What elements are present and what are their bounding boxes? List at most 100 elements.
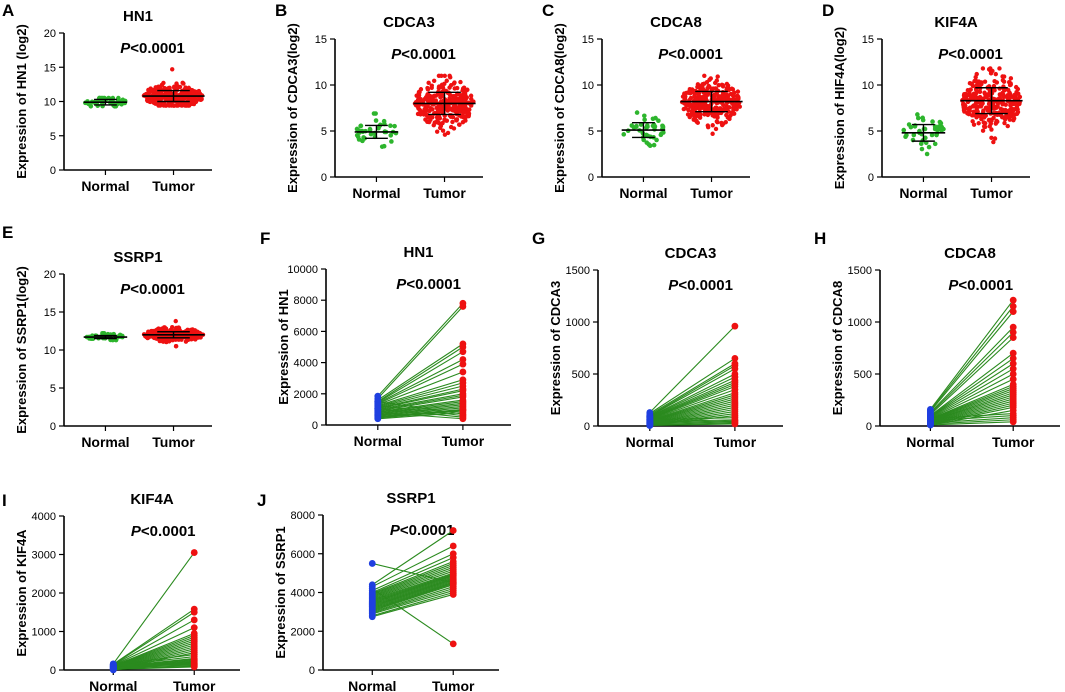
pair-line <box>377 371 464 406</box>
pair-line <box>377 401 463 414</box>
data-point <box>1005 113 1010 119</box>
pair-line <box>649 417 735 421</box>
data-point <box>458 79 463 85</box>
pair-line <box>377 408 463 418</box>
x-tick-label: Normal <box>626 434 674 450</box>
pair-line <box>649 420 735 424</box>
pair-line <box>372 564 454 596</box>
data-point <box>416 89 422 95</box>
x-tick-label: Normal <box>619 185 667 201</box>
data-point <box>932 141 938 147</box>
data-point <box>428 106 433 111</box>
data-point <box>437 109 442 115</box>
data-point <box>713 126 719 132</box>
data-point <box>719 82 725 88</box>
data-point <box>426 80 431 86</box>
pair-line <box>377 379 464 407</box>
panel-letter: B <box>275 1 287 20</box>
tumor-point <box>459 348 467 356</box>
data-point <box>416 104 421 109</box>
data-point <box>731 93 736 98</box>
p-value-label: P<0.0001 <box>396 276 461 293</box>
x-tick-label: Normal <box>906 434 954 450</box>
pair-line <box>649 396 736 422</box>
pair-line <box>649 383 736 420</box>
y-tick-label: 20 <box>44 269 56 281</box>
y-axis-label: Expression of CDCA8 <box>830 281 845 415</box>
data-point <box>697 114 703 119</box>
data-point <box>621 132 627 137</box>
data-point <box>450 119 455 125</box>
pair-line <box>372 588 454 614</box>
data-point <box>196 88 202 94</box>
pair-line <box>930 421 1014 426</box>
chart-title: HN1 <box>403 244 433 261</box>
data-point <box>991 139 996 145</box>
data-point <box>186 85 192 91</box>
data-point <box>700 101 705 106</box>
panel-d: D KIF4A P<0.0001 Expression of HIF4A(log2) 0… <box>822 1 1030 201</box>
pair-line <box>372 553 454 592</box>
p-value-text: <0.0001 <box>948 46 1003 63</box>
data-point <box>388 123 393 129</box>
data-point <box>431 78 437 84</box>
p-value-label: P<0.0001 <box>120 281 185 298</box>
p-value-label: P<0.0001 <box>658 46 723 63</box>
y-tick-label: 15 <box>862 34 874 46</box>
p-value-label: P<0.0001 <box>120 40 185 57</box>
y-tick-label: 0 <box>50 165 56 177</box>
data-point <box>698 96 703 101</box>
y-tick-label: 15 <box>315 34 327 46</box>
data-point <box>186 337 191 342</box>
data-point <box>660 123 665 129</box>
y-tick-label: 10 <box>862 80 874 92</box>
data-point <box>432 120 437 125</box>
data-point <box>937 119 943 125</box>
data-point <box>434 129 440 134</box>
data-point <box>183 85 188 90</box>
panel-letter: F <box>260 229 270 248</box>
panel-letter: G <box>532 229 545 248</box>
pair-line <box>930 400 1014 424</box>
pair-line <box>377 363 464 405</box>
data-point <box>435 117 440 122</box>
data-point <box>158 97 163 102</box>
y-axis-label: Expression of HN1 <box>276 289 291 405</box>
tumor-point <box>459 415 467 423</box>
p-value-label: P<0.0001 <box>938 46 1003 63</box>
y-tick-label: 5 <box>868 126 874 138</box>
pair-line <box>372 566 454 597</box>
data-point <box>993 71 998 77</box>
data-point <box>460 119 466 125</box>
data-point <box>729 86 734 91</box>
panel-g: G CDCA3 P<0.0001 Expression of CDCA3 0 500 100… <box>532 229 783 450</box>
pair-line <box>377 351 464 403</box>
tumor-point <box>731 355 739 362</box>
p-value-label: P<0.0001 <box>948 277 1013 294</box>
data-point <box>695 84 700 90</box>
pair-line <box>113 636 195 668</box>
data-point <box>688 95 694 101</box>
pair-line <box>377 302 464 397</box>
data-point <box>192 97 198 103</box>
data-point <box>358 123 364 129</box>
pair-line <box>372 577 454 605</box>
data-point <box>190 89 196 95</box>
pair-line <box>649 381 736 419</box>
p-value-letter: P <box>948 277 959 294</box>
data-point <box>1005 123 1010 129</box>
data-point <box>455 98 460 104</box>
data-point <box>373 118 379 123</box>
data-point <box>970 119 975 124</box>
pair-line <box>929 299 1014 410</box>
data-point <box>461 114 467 119</box>
data-point <box>989 118 994 123</box>
y-tick-label: 2000 <box>32 588 56 600</box>
data-point <box>418 108 423 114</box>
tumor-point <box>1009 349 1017 357</box>
p-value-letter: P <box>938 46 949 63</box>
pair-line <box>930 326 1014 413</box>
y-tick-label: 1000 <box>566 317 590 329</box>
pair-line <box>649 325 736 413</box>
y-tick-label: 8000 <box>291 510 315 522</box>
